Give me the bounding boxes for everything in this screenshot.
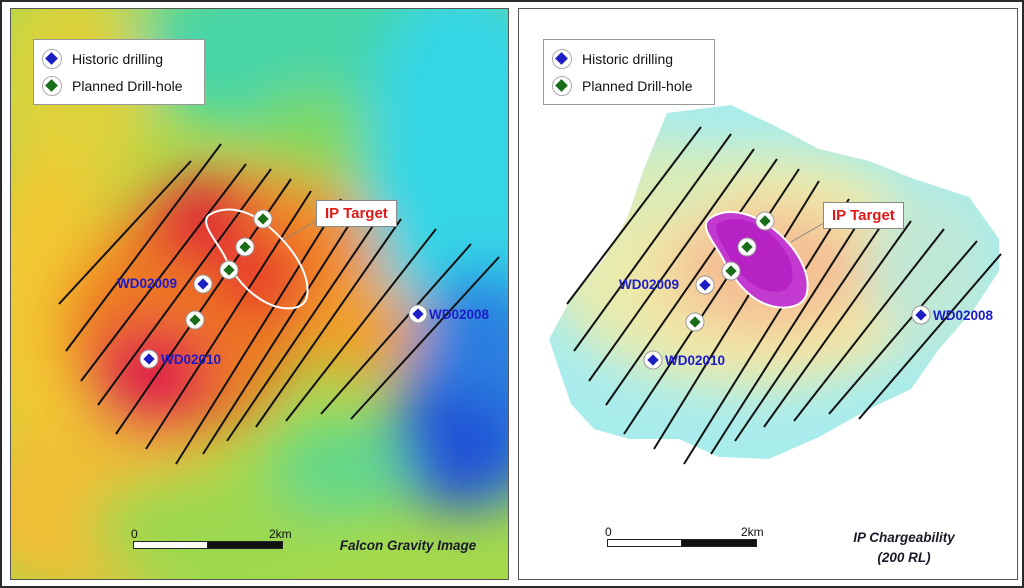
map-legend: Historic drilling Planned Drill-hole xyxy=(33,39,205,105)
well-label-wd02009: WD02009 xyxy=(117,276,178,291)
scale-max-label-ip: 2km xyxy=(741,525,764,539)
legend-historic-label-ip: Historic drilling xyxy=(582,51,674,67)
well-label-wd02010-ip: WD02010 xyxy=(665,353,726,368)
chargeability-map xyxy=(519,9,1017,579)
gravity-map-panel: Historic drilling Planned Drill-hole IP … xyxy=(10,8,509,580)
historic-drill-holes xyxy=(139,274,428,369)
planned-drill-hole-icon xyxy=(42,76,62,96)
map-caption: Falcon Gravity Image xyxy=(339,538,477,553)
legend-historic-row-ip: Historic drilling xyxy=(552,49,673,69)
scale-zero-label-ip: 0 xyxy=(605,525,612,539)
scale-white-segment-ip xyxy=(607,539,683,547)
well-label-wd02009-ip: WD02009 xyxy=(619,277,680,292)
chargeability-map-panel: Historic drilling Planned Drill-hole IP … xyxy=(518,8,1018,580)
map-caption-line2: (200 RL) xyxy=(877,550,931,565)
well-label-wd02010: WD02010 xyxy=(161,352,222,367)
scale-bar-ip: 0 2km xyxy=(605,525,775,551)
scale-max-label: 2km xyxy=(269,527,292,541)
historic-drilling-icon xyxy=(42,49,62,69)
ip-target-label-ip: IP Target xyxy=(823,202,904,229)
scale-bar: 0 2km xyxy=(131,527,292,553)
legend-planned-row: Planned Drill-hole xyxy=(42,76,183,96)
scale-white-segment xyxy=(133,541,209,549)
legend-planned-label-ip: Planned Drill-hole xyxy=(582,78,693,94)
planned-drill-holes xyxy=(185,209,273,330)
map-legend-ip: Historic drilling Planned Drill-hole xyxy=(543,39,715,105)
well-label-wd02008-ip: WD02008 xyxy=(933,308,994,323)
ip-target-label: IP Target xyxy=(316,200,397,227)
scale-zero-label: 0 xyxy=(131,527,138,541)
planned-drill-hole-icon xyxy=(552,76,572,96)
well-label-wd02008: WD02008 xyxy=(429,307,490,322)
map-caption-ip: IP Chargeability (200 RL) xyxy=(829,528,979,568)
legend-historic-label: Historic drilling xyxy=(72,51,164,67)
scale-black-segment-ip xyxy=(681,539,757,547)
legend-planned-label: Planned Drill-hole xyxy=(72,78,183,94)
map-caption-line1: IP Chargeability xyxy=(853,530,955,545)
legend-historic-row: Historic drilling xyxy=(42,49,163,69)
historic-drill-holes-ip xyxy=(643,275,931,370)
planned-drill-holes-ip xyxy=(685,211,775,332)
scale-black-segment xyxy=(207,541,283,549)
legend-planned-row-ip: Planned Drill-hole xyxy=(552,76,693,96)
survey-lines-ip xyxy=(566,126,1002,465)
historic-drilling-icon xyxy=(552,49,572,69)
